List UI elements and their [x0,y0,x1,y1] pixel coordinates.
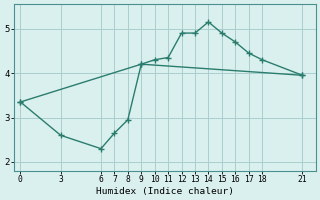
X-axis label: Humidex (Indice chaleur): Humidex (Indice chaleur) [96,187,234,196]
